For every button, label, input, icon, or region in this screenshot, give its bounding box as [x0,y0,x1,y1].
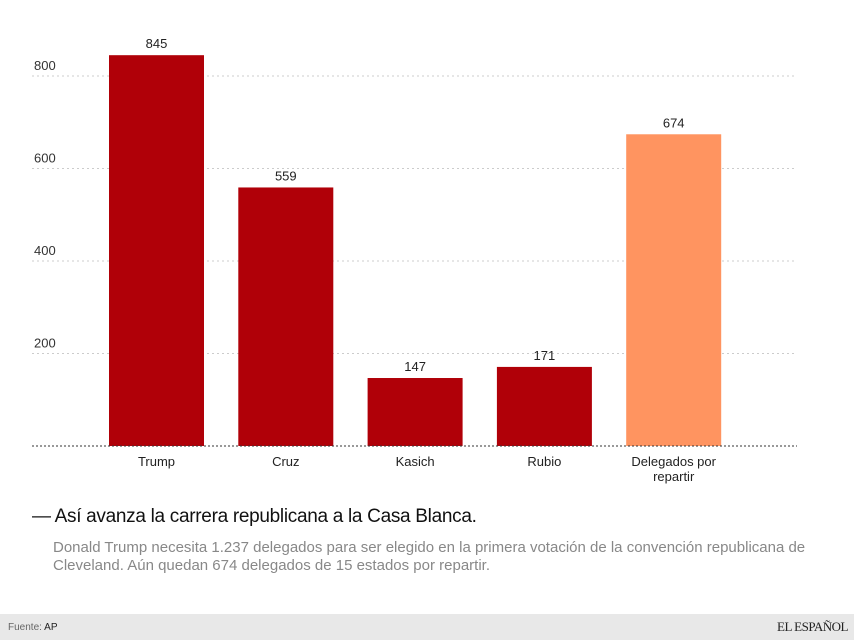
data-label: 674 [663,115,685,130]
bar [109,55,204,446]
data-label: 845 [146,36,168,51]
bar [367,378,463,446]
bar [238,187,334,446]
bar [496,366,592,446]
source: Fuente: AP [8,622,58,633]
y-tick-label: 400 [34,243,56,258]
footer: Fuente: AP EL ESPAÑOL [0,614,854,640]
x-tick-label: Cruz [272,454,299,469]
chart-title: — Así avanza la carrera republicana a la… [32,506,477,527]
source-value: AP [44,622,58,633]
x-tick-label: repartir [653,469,695,484]
bar [626,134,722,446]
data-label: 171 [534,348,556,363]
x-tick-label: Kasich [396,454,435,469]
y-tick-label: 200 [34,336,56,351]
chart-subtitle: Donald Trump necesita 1.237 delegados pa… [53,539,806,574]
data-label: 147 [404,359,426,374]
data-label: 559 [275,168,297,183]
y-tick-label: 600 [34,151,56,166]
x-tick-label: Rubio [527,454,561,469]
bar-chart: 200 400 600 800 845 Trump 559 Cruz 147 Kasich 171 R… [32,36,797,484]
logo: EL ESPAÑOL [777,619,848,634]
x-tick-label: Trump [138,454,175,469]
x-tick-label: Delegados por [631,454,716,469]
y-tick-label: 800 [34,58,56,73]
